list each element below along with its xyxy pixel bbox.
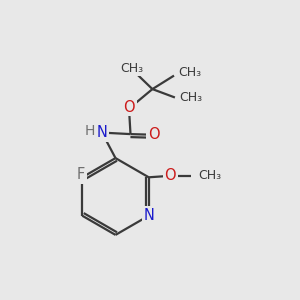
Text: CH₃: CH₃: [198, 169, 221, 182]
Text: O: O: [164, 168, 176, 183]
Text: N: N: [143, 208, 154, 223]
Text: H: H: [84, 124, 94, 138]
Text: N: N: [97, 125, 107, 140]
Text: O: O: [123, 100, 135, 115]
Text: CH₃: CH₃: [178, 66, 202, 79]
Text: F: F: [76, 167, 85, 182]
Text: O: O: [148, 127, 159, 142]
Text: CH₃: CH₃: [179, 91, 203, 104]
Text: CH₃: CH₃: [121, 61, 144, 75]
